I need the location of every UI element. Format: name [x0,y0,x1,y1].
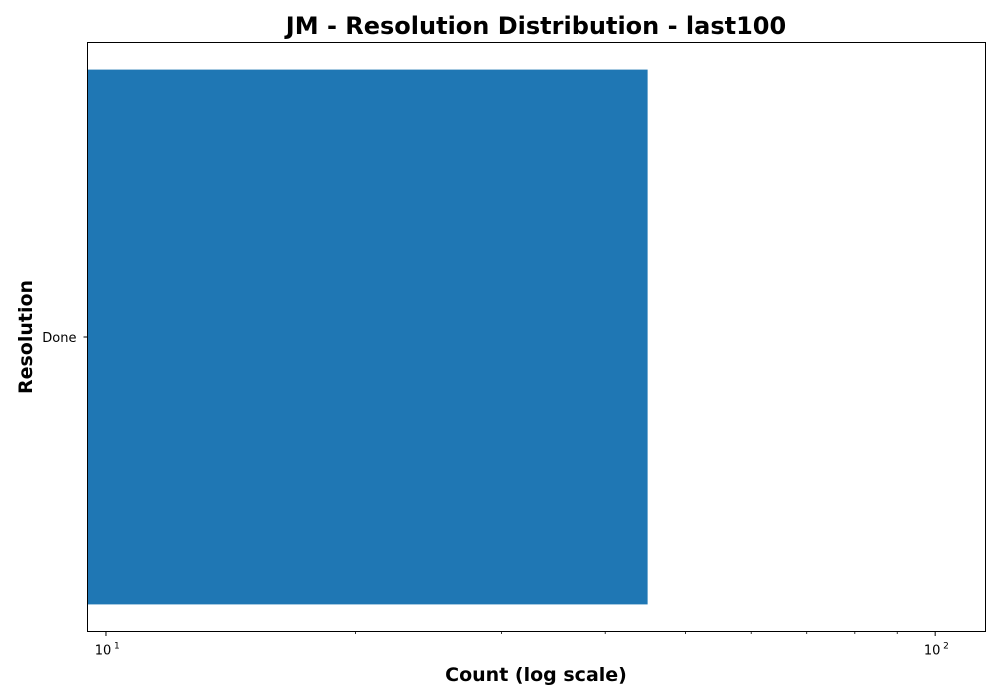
y-tick-label: Done [42,331,76,346]
x-tick-exponent: 1 [114,642,120,652]
x-tick-label: 10 [924,644,941,659]
x-axis-label: Count (log scale) [445,664,627,686]
x-tick-exponent: 2 [943,642,949,652]
plot-frame [87,42,986,632]
x-tick-label: 10 [95,644,112,659]
bar-done [87,69,648,605]
chart-title: JM - Resolution Distribution - last100 [284,12,786,40]
y-axis-label: Resolution [15,280,37,394]
